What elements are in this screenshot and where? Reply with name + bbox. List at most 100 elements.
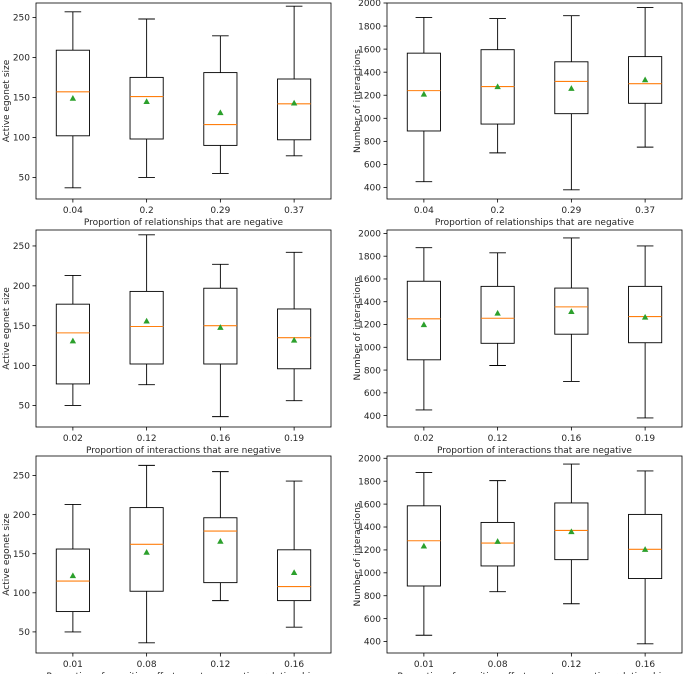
box-0.37 xyxy=(277,5,312,157)
y-tick-label: 150 xyxy=(13,322,30,332)
mean-marker xyxy=(641,546,649,552)
chart-panel-6: 400 600 800 1000 1200 1400 1600 1800 2000 0.01 0.0… xyxy=(353,454,683,674)
y-tick-label: 1600 xyxy=(358,500,381,510)
y-tick-label: 1000 xyxy=(358,343,381,353)
x-tick-label: 0.12 xyxy=(137,434,157,444)
box-0.16 xyxy=(554,237,589,382)
mean-marker xyxy=(494,309,501,316)
box-0.29 xyxy=(554,15,589,191)
y-tick-label: 250 xyxy=(13,472,30,482)
y-tick-label: 1200 xyxy=(358,546,381,556)
x-tick-label: 0.02 xyxy=(414,434,434,444)
axes-frame xyxy=(35,229,332,428)
box-0.04 xyxy=(406,16,441,183)
iqr-box xyxy=(203,517,238,584)
y-tick-label: 1000 xyxy=(358,569,381,579)
box-0.2 xyxy=(129,18,164,178)
y-tick-label: 800 xyxy=(364,366,381,376)
x-tick-label: 0.2 xyxy=(490,206,504,216)
mean-marker xyxy=(420,542,428,549)
box-0.02 xyxy=(55,275,90,406)
x-tick-label: 0.29 xyxy=(561,206,581,216)
y-axis-label: Active egonet size xyxy=(2,287,12,370)
iqr-box xyxy=(277,78,312,141)
iqr-box xyxy=(554,61,589,115)
mean-marker xyxy=(420,321,428,328)
x-tick-label: 0.16 xyxy=(210,434,230,444)
x-tick-label: 0.29 xyxy=(210,206,230,216)
iqr-box xyxy=(406,505,441,587)
y-tick-label: 2000 xyxy=(358,230,381,240)
box-0.12 xyxy=(203,471,238,602)
mean-marker xyxy=(69,337,77,344)
mean-marker xyxy=(641,313,649,320)
y-tick-label: 1200 xyxy=(358,91,381,101)
y-tick-label: 1000 xyxy=(358,114,381,124)
iqr-box xyxy=(480,521,515,567)
mean-marker xyxy=(290,336,298,343)
y-tick-label: 2000 xyxy=(358,454,381,464)
y-tick-label: 100 xyxy=(13,134,30,144)
iqr-box xyxy=(55,49,90,137)
y-tick-label: 1800 xyxy=(358,252,381,262)
box-0.12 xyxy=(480,252,515,366)
y-tick-label: 150 xyxy=(13,94,30,104)
y-tick-label: 1600 xyxy=(358,275,381,285)
iqr-box xyxy=(55,548,90,613)
x-tick-label: 0.02 xyxy=(63,434,83,444)
iqr-box xyxy=(628,285,663,344)
x-tick-label: 0.08 xyxy=(488,660,508,670)
iqr-box xyxy=(628,56,663,104)
mean-marker xyxy=(143,548,150,555)
box-0.19 xyxy=(277,251,312,402)
x-tick-label: 0.19 xyxy=(284,434,304,444)
y-tick-label: 50 xyxy=(19,402,31,412)
x-tick-label: 0.19 xyxy=(635,434,655,444)
chart-panel-3: 50 100 150 200 250 0.02 0.12 0.16 0.19Proportion… xyxy=(2,229,332,456)
axes-frame xyxy=(386,455,683,654)
y-tick-label: 200 xyxy=(13,511,30,521)
x-axis-label: Proportion of relationships that are neg… xyxy=(435,218,635,228)
y-axis-label: Number of interactions xyxy=(353,49,363,153)
chart-panel-5: 50 100 150 200 250 0.01 0.08 0.12 0.16 Proportion… xyxy=(2,455,332,674)
mean-marker xyxy=(290,569,298,576)
y-tick-label: 1400 xyxy=(358,523,381,533)
y-tick-label: 800 xyxy=(364,138,381,148)
iqr-box xyxy=(406,280,441,361)
y-tick-label: 1600 xyxy=(358,45,381,55)
y-tick-label: 600 xyxy=(364,615,381,625)
iqr-box xyxy=(480,285,515,344)
axes-frame xyxy=(386,229,683,428)
x-tick-label: 0.12 xyxy=(561,660,581,670)
y-tick-label: 50 xyxy=(19,628,31,638)
iqr-box xyxy=(406,52,441,132)
x-axis-label: Proportion of interactions that are nega… xyxy=(86,446,281,456)
y-axis-label: Active egonet size xyxy=(2,59,12,142)
x-tick-label: 0.16 xyxy=(561,434,581,444)
box-0.19 xyxy=(628,245,663,419)
mean-marker xyxy=(641,76,649,83)
y-tick-label: 400 xyxy=(364,638,381,648)
x-tick-label: 0.04 xyxy=(414,206,434,216)
mean-marker xyxy=(217,538,224,544)
iqr-box xyxy=(277,308,312,370)
iqr-box xyxy=(554,502,589,561)
box-0.12 xyxy=(554,463,589,605)
iqr-box xyxy=(55,303,90,385)
axes-frame xyxy=(386,2,683,200)
iqr-box xyxy=(203,72,238,146)
x-axis-label: Proportion of cognitive effort spent on … xyxy=(46,672,321,674)
y-tick-label: 1800 xyxy=(358,22,381,32)
x-tick-label: 0.12 xyxy=(210,660,230,670)
y-tick-label: 600 xyxy=(364,389,381,399)
y-axis-label: Number of interactions xyxy=(353,502,363,606)
y-tick-label: 800 xyxy=(364,592,381,602)
x-tick-label: 0.16 xyxy=(635,660,655,670)
box-0.16 xyxy=(277,480,312,628)
y-tick-label: 250 xyxy=(13,14,30,24)
y-tick-label: 400 xyxy=(364,184,381,194)
x-tick-label: 0.37 xyxy=(635,206,655,216)
mean-marker xyxy=(143,317,150,324)
axes-frame xyxy=(35,2,332,200)
